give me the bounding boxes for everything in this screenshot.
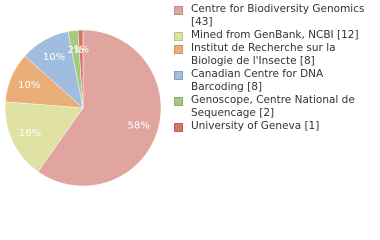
legend-entry: Centre for Biodiversity Genomics [43]: [174, 3, 374, 29]
legend-entry: Genoscope, Centre National de Sequencage…: [174, 94, 374, 120]
pie-slice: [77, 29, 84, 109]
legend-label: Mined from GenBank, NCBI [12]: [191, 29, 359, 41]
pie-chart: 58%16%10%10%2%1%: [4, 29, 162, 187]
legend-label: Genoscope, Centre National de Sequencage…: [191, 94, 355, 119]
slice-label: 16%: [19, 128, 41, 139]
legend-swatch: [174, 123, 183, 132]
legend-label: University of Geneva [1]: [191, 120, 320, 132]
legend-swatch: [174, 6, 183, 15]
legend-swatch: [174, 32, 183, 41]
slice-label: 58%: [128, 121, 150, 132]
legend-entry: University of Geneva [1]: [174, 120, 374, 133]
legend-swatch: [174, 45, 183, 54]
legend-label: Centre for Biodiversity Genomics [43]: [191, 3, 365, 28]
slice-label: 1%: [73, 45, 89, 56]
legend-label: Institut de Recherche sur la Biologie de…: [191, 42, 336, 67]
slice-label: 10%: [43, 52, 65, 63]
legend-entry: Mined from GenBank, NCBI [12]: [174, 29, 374, 42]
pie-slice: [37, 29, 162, 187]
slice-label: 2%: [68, 45, 84, 56]
legend-entry: Institut de Recherche sur la Biologie de…: [174, 42, 374, 68]
legend: Centre for Biodiversity Genomics [43] Min…: [174, 3, 374, 133]
legend-entry: Canadian Centre for DNA Barcoding [8]: [174, 68, 374, 94]
slice-label: 10%: [18, 80, 40, 91]
legend-swatch: [174, 97, 183, 106]
legend-swatch: [174, 71, 183, 80]
pie-slice: [4, 101, 84, 173]
legend-label: Canadian Centre for DNA Barcoding [8]: [191, 68, 324, 93]
